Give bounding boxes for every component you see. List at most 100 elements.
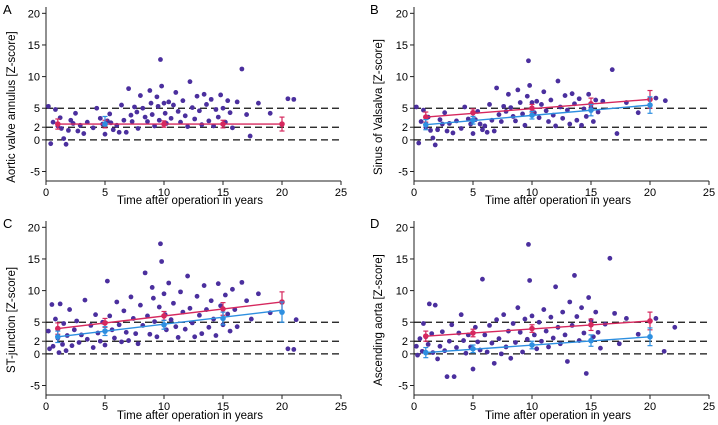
scatter-point xyxy=(541,307,547,312)
red-estimate-point xyxy=(161,121,167,127)
y-tick-label: 5 xyxy=(34,317,40,329)
scatter-point xyxy=(491,128,497,134)
y-tick-label: 15 xyxy=(28,40,40,52)
red-estimate-point xyxy=(55,121,61,127)
scatter-point xyxy=(215,281,221,287)
scatter-point xyxy=(248,316,254,322)
scatter-point xyxy=(562,332,568,338)
scatter-point xyxy=(168,115,174,121)
y-tick-label: 2 xyxy=(402,336,408,348)
scatter-point xyxy=(197,108,202,114)
red-estimate-point xyxy=(220,121,226,127)
scatter-point xyxy=(135,126,141,131)
red-estimate-point xyxy=(588,321,594,328)
scatter-point xyxy=(227,110,233,116)
scatter-point xyxy=(158,241,163,247)
scatter-point xyxy=(145,119,150,124)
scatter-point xyxy=(56,350,62,356)
scatter-point xyxy=(192,116,198,122)
scatter-point xyxy=(107,111,113,117)
scatter-point xyxy=(208,298,214,304)
scatter-point xyxy=(69,343,75,349)
scatter-point xyxy=(612,310,617,316)
y-tick-label: 10 xyxy=(28,72,40,84)
scatter-point xyxy=(97,338,103,344)
scatter-point xyxy=(173,90,179,95)
scatter-point xyxy=(93,312,98,318)
blue-estimate-point xyxy=(161,321,167,328)
scatter-point xyxy=(541,89,547,95)
scatter-point xyxy=(199,331,205,337)
scatter-point xyxy=(134,109,140,115)
scatter-point xyxy=(244,112,250,117)
scatter-point xyxy=(161,291,167,297)
scatter-point xyxy=(426,301,432,307)
scatter-point xyxy=(562,93,568,98)
scatter-point xyxy=(110,127,116,133)
scatter-point xyxy=(560,115,566,121)
scatter-point xyxy=(173,324,179,330)
scatter-point xyxy=(529,313,535,319)
scatter-point xyxy=(234,99,240,105)
y-tick-label: 10 xyxy=(396,72,408,84)
scatter-point xyxy=(437,343,443,349)
scatter-point xyxy=(510,321,516,326)
x-tick-label: 10 xyxy=(158,187,170,199)
scatter-point xyxy=(595,109,601,115)
scatter-point xyxy=(104,278,110,284)
scatter-point xyxy=(107,313,113,319)
scatter-point xyxy=(133,331,139,337)
scatter-point xyxy=(81,131,87,136)
scatter-point xyxy=(102,342,108,348)
scatter-point xyxy=(215,114,221,120)
red-estimate-point xyxy=(529,325,535,332)
scatter-point xyxy=(152,319,157,325)
blue-estimate-point xyxy=(102,121,108,127)
scatter-point xyxy=(496,336,502,342)
scatter-point xyxy=(142,114,148,120)
scatter-point xyxy=(154,334,160,340)
blue-estimate-point xyxy=(588,337,594,344)
scatter-point xyxy=(470,366,476,372)
scatter-point xyxy=(450,130,456,136)
scatter-point xyxy=(230,125,235,131)
scatter-point xyxy=(489,340,495,346)
scatter-point xyxy=(560,309,566,315)
scatter-point xyxy=(546,119,551,124)
scatter-point xyxy=(494,317,499,323)
scatter-point xyxy=(581,330,587,336)
y-axis-title: Aortic valve annulus [Z-score] xyxy=(6,31,18,182)
scatter-point xyxy=(458,312,464,318)
blue-fit-line xyxy=(425,104,651,126)
scatter-point xyxy=(61,136,67,142)
x-tick-label: 0 xyxy=(411,187,417,199)
x-tick-label: 5 xyxy=(470,187,476,199)
scatter-point xyxy=(484,129,490,135)
scatter-point xyxy=(244,298,250,304)
scatter-point xyxy=(63,141,69,147)
scatter-point xyxy=(539,338,544,344)
scatter-point xyxy=(417,336,423,342)
scatter-point xyxy=(285,346,291,352)
scatter-point xyxy=(550,335,556,341)
scatter-point xyxy=(527,278,533,283)
scatter-point xyxy=(574,117,580,123)
scatter-point xyxy=(234,324,240,330)
scatter-point xyxy=(119,102,124,108)
scatter-point xyxy=(53,107,58,112)
scatter-point xyxy=(463,350,469,356)
panel-letter: C xyxy=(3,216,12,231)
blue-estimate-point xyxy=(470,117,476,124)
scatter-point xyxy=(491,360,497,366)
scatter-point xyxy=(508,355,514,361)
scatter-point xyxy=(579,122,584,128)
scatter-point xyxy=(595,329,601,335)
scatter-point xyxy=(428,127,433,133)
y-tick-label: 2 xyxy=(402,122,408,134)
y-tick-label: 20 xyxy=(28,8,40,20)
scatter-point xyxy=(112,335,117,341)
red-fit-line xyxy=(425,320,651,337)
scatter-point xyxy=(586,91,592,97)
scatter-point xyxy=(574,314,580,319)
scatter-point xyxy=(567,299,573,305)
